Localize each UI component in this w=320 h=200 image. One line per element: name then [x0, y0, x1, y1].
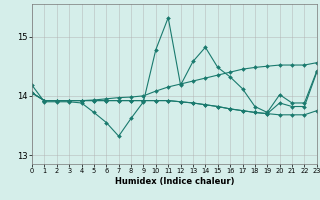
X-axis label: Humidex (Indice chaleur): Humidex (Indice chaleur) [115, 177, 234, 186]
